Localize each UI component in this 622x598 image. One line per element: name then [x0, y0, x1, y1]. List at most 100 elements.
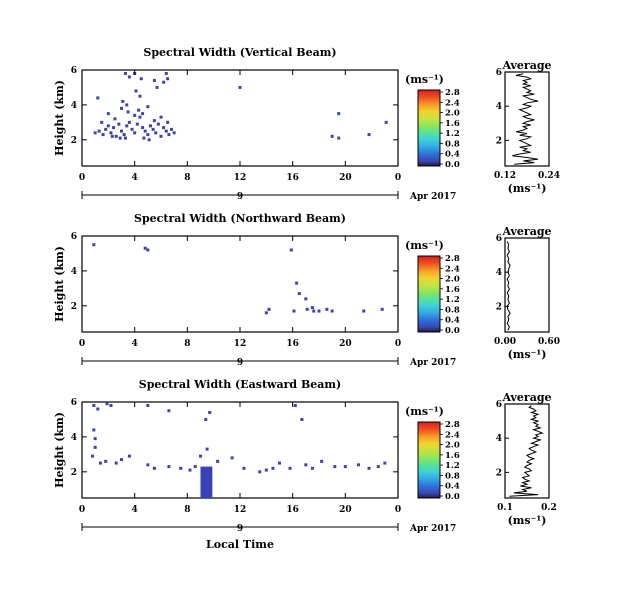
colorbar: 0.00.40.81.21.62.02.42.8	[417, 88, 460, 170]
colorbar-label-3: 1.2	[445, 461, 460, 471]
data-point-52	[121, 99, 125, 103]
data-point-29	[172, 131, 176, 135]
colorbar-gradient	[417, 255, 441, 333]
data-point-10	[325, 307, 329, 311]
data-point-13	[264, 311, 268, 315]
y-tick-label-0: 2	[71, 302, 77, 312]
data-point-51	[166, 77, 170, 81]
average-profile: Average 2 4 6 0.00 0.60(ms⁻¹)	[494, 225, 560, 361]
data-point-37	[137, 108, 141, 112]
data-point-11	[125, 124, 129, 128]
avg-x-unit: (ms⁻¹)	[508, 182, 547, 195]
y-tick-label-2: 6	[71, 232, 77, 242]
avg-y-label-1: 4	[496, 434, 502, 444]
data-point-44	[127, 75, 131, 79]
panel-title: Spectral Width (Vertical Beam)	[143, 46, 336, 59]
x-tick-label-6: 0	[395, 505, 401, 515]
data-point-3	[104, 127, 108, 131]
data-point-0	[92, 243, 96, 247]
data-point-39	[146, 105, 150, 109]
data-point-2	[105, 402, 109, 406]
data-point-25	[216, 459, 220, 463]
y-tick-label-2: 6	[71, 398, 77, 408]
data-point-16	[127, 454, 131, 458]
data-point-40	[357, 463, 360, 467]
average-profile: Average 2 4 6 0.1 0.2(ms⁻¹)	[496, 391, 557, 527]
x-tick-label-1: 4	[132, 339, 138, 349]
avg-line	[509, 405, 544, 497]
date-day: 9	[237, 524, 243, 534]
y-tick-label-1: 4	[71, 433, 77, 443]
avg-y-label-0: 2	[496, 136, 502, 146]
colorbar: 0.00.40.81.21.62.02.42.8	[417, 254, 460, 336]
colorbar-label-7: 2.8	[445, 88, 460, 98]
data-point-1	[97, 129, 101, 133]
x-axis-label: Local Time	[206, 538, 274, 551]
data-point-4	[295, 281, 299, 285]
avg-y-label-0: 2	[496, 468, 502, 478]
avg-y-label-0: 2	[496, 302, 502, 312]
x-tick-label-3: 12	[234, 505, 247, 515]
data-point-59	[142, 136, 146, 140]
date-day: 9	[237, 358, 243, 368]
data-point-4	[106, 124, 110, 128]
data-point-8	[92, 428, 96, 432]
data-point-20	[179, 466, 183, 470]
data-point-12	[267, 307, 271, 311]
data-point-27	[167, 133, 171, 137]
colorbar-label-5: 2.0	[445, 441, 460, 451]
data-point-17	[146, 463, 150, 467]
data-point-12	[127, 120, 131, 124]
colorbar-label-6: 2.4	[445, 98, 460, 108]
avg-x-label-1: 0.2	[541, 503, 557, 513]
avg-x-label-0: 0.12	[494, 171, 516, 181]
data-point-3	[289, 248, 293, 252]
x-tick-label-4: 16	[286, 173, 299, 183]
data-point-35	[304, 463, 308, 467]
scatter-points	[92, 243, 384, 315]
x-tick-label-5: 20	[339, 505, 352, 515]
avg-y-label-1: 4	[496, 102, 502, 112]
data-point-0	[93, 131, 97, 135]
avg-x-unit: (ms⁻¹)	[508, 514, 547, 527]
data-point-15	[120, 458, 123, 462]
x-tick-label-4: 16	[286, 505, 299, 515]
x-tick-label-2: 8	[184, 339, 190, 349]
data-point-22	[193, 465, 197, 469]
data-point-9	[317, 309, 321, 313]
data-point-64	[330, 134, 334, 138]
data-point-27	[242, 466, 246, 470]
avg-title: Average	[501, 391, 551, 404]
data-point-32	[288, 466, 292, 470]
avg-title: Average	[501, 225, 551, 238]
y-tick-label-0: 2	[71, 136, 77, 146]
data-point-21	[188, 468, 192, 472]
x-tick-label-6: 0	[395, 173, 401, 183]
data-point-20	[148, 124, 152, 128]
data-point-62	[337, 112, 341, 116]
data-point-4	[146, 403, 150, 407]
panel-title: Spectral Width (Northward Beam)	[134, 212, 346, 225]
x-tick-label-3: 12	[234, 173, 247, 183]
avg-frame	[504, 71, 550, 167]
panel-northward: Spectral Width (Northward Beam) 2 4 6 0 4 8 1…	[53, 212, 560, 368]
data-point-34	[120, 106, 123, 110]
y-tick-label-1: 4	[71, 267, 77, 277]
data-point-15	[362, 309, 366, 313]
data-point-28	[170, 127, 174, 131]
data-point-42	[166, 120, 170, 124]
data-point-22	[154, 131, 158, 135]
data-point-11	[330, 309, 334, 313]
data-point-58	[123, 136, 127, 140]
data-point-0	[92, 403, 96, 407]
colorbar-label-2: 0.8	[445, 471, 460, 481]
avg-y-label-2: 6	[496, 234, 502, 244]
colorbar-gradient	[417, 89, 441, 167]
x-tick-label-4: 16	[286, 339, 299, 349]
y-tick-label-0: 2	[71, 468, 77, 478]
data-point-16	[380, 307, 384, 311]
x-tick-label-0: 0	[79, 173, 85, 183]
data-point-31	[100, 120, 104, 124]
data-point-38	[141, 112, 145, 116]
